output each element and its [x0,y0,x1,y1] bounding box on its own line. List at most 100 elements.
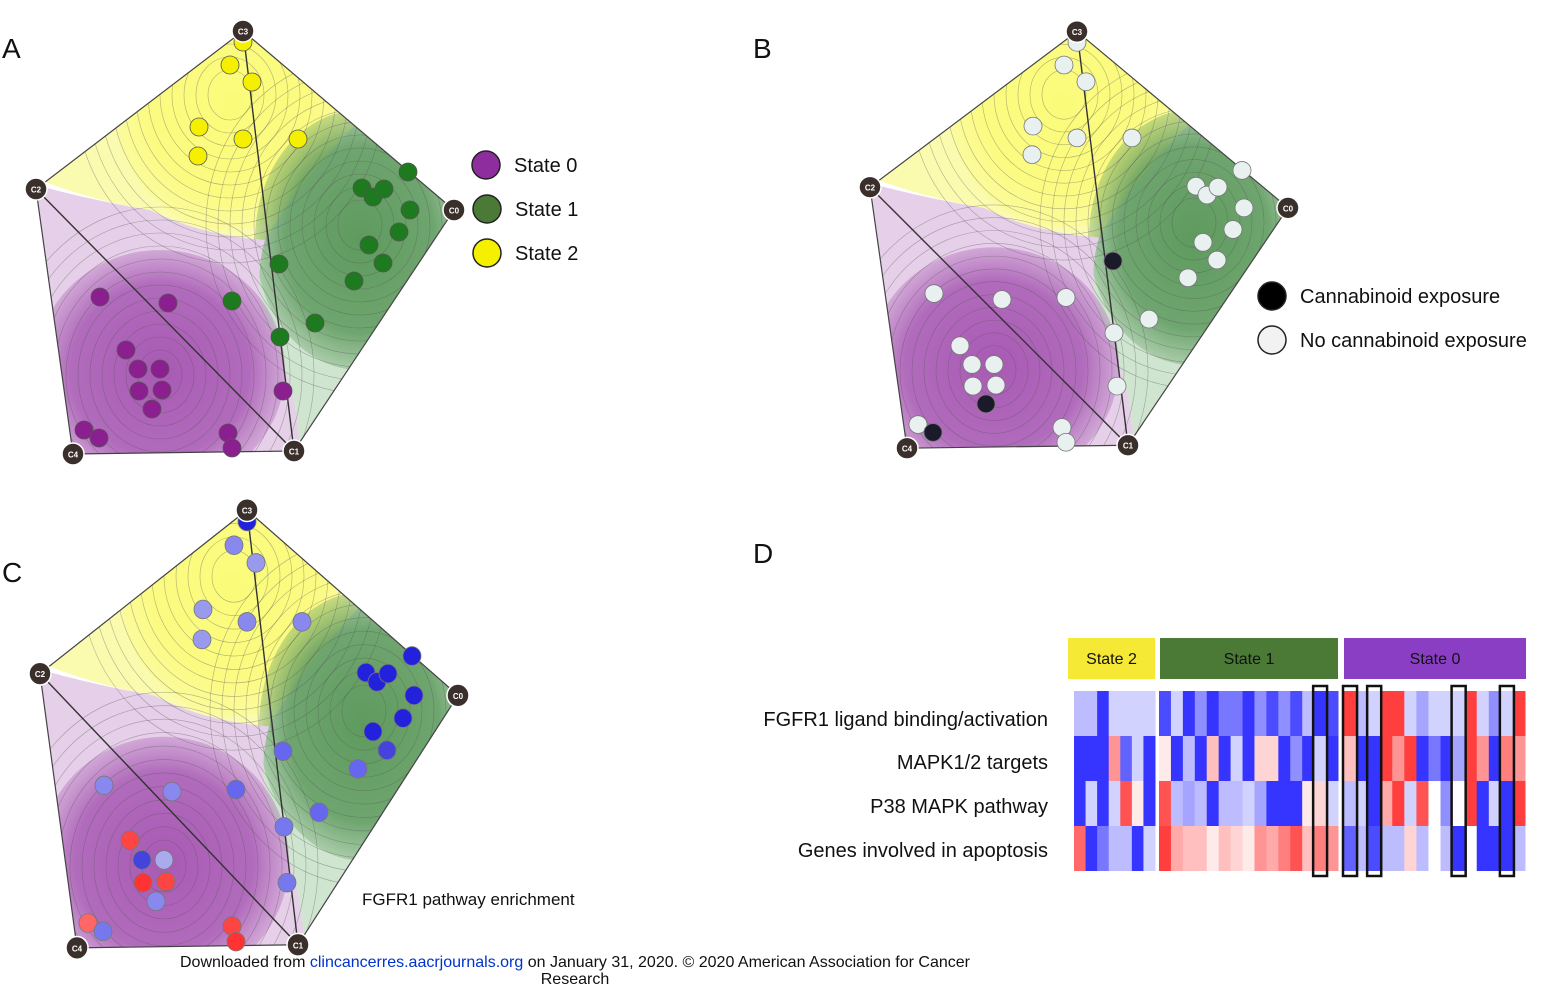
panel-a-vertex-label: C4 [68,451,79,460]
panel-c-edge-c2-c1 [39,673,299,946]
heatmap-cell [1452,826,1466,871]
panel-label-d: D [753,538,774,569]
panel-c-vertex-label: C3 [242,507,253,516]
panel-a-point [270,327,290,347]
panel-c-point [377,740,397,760]
footer-journal-link[interactable]: clincancerres.aacrjournals.org [309,954,524,971]
heatmap-cell [1159,826,1172,871]
panel-c-point [120,830,140,850]
panel-c-point [393,708,413,728]
heatmap-cell [1464,736,1478,781]
heatmap-cell [1356,826,1369,871]
panel-b-point [1022,145,1042,164]
heatmap-cell [1194,826,1208,871]
heatmap-cell [1170,691,1184,736]
heatmap-cell [1368,736,1381,781]
panel-b-point [1223,220,1243,239]
heatmap-cell [1206,781,1220,826]
panel-a-point [374,179,394,199]
heatmap-cell [1097,691,1110,736]
panel-a-point [222,438,242,458]
panel-b-vertex-label: C0 [1283,204,1294,213]
panel-a-point [89,428,109,448]
legend-state-2-swatch [472,238,502,268]
heatmap-cell [1290,781,1303,826]
heatmap-cell [1344,781,1357,826]
heatmap-group-header: State 0 [1344,638,1526,679]
heatmap-cell [1278,736,1291,781]
heatmap-cell [1368,826,1381,871]
heatmap-cell [1143,781,1156,826]
heatmap-cell [1074,736,1087,781]
heatmap-cell [1230,826,1244,871]
panel-a-point [273,381,293,401]
heatmap-cell [1230,781,1244,826]
heatmap-cell [1120,736,1133,781]
panel-b-point [1178,268,1198,288]
heatmap-cell [1242,736,1255,781]
panel-c-point [94,775,114,796]
panel-b-point [1193,233,1213,252]
panel-a-vertex-badge [231,19,255,43]
heatmap-group-label: State 0 [1410,651,1461,668]
heatmap-cell [1159,691,1172,736]
panel-b-point [950,336,970,356]
legend-state-0-label: State 0 [514,155,577,177]
panel-b-point [1054,55,1074,75]
heatmap-cell [1254,691,1267,736]
heatmap-cell [1074,826,1087,871]
heatmap-cell [1108,826,1121,871]
panel-b-point [908,415,928,434]
heatmap-cell [1356,781,1369,826]
heatmap-cell [1097,781,1110,826]
panel-b-point [1122,128,1142,148]
footer-suffix: on January 31, 2020. © 2020 American Ass… [523,954,970,971]
legend-state-1: State 1 [472,194,578,224]
panel-a-edge-c2-c1 [35,188,295,452]
heatmap-group-bar [1160,638,1338,679]
download-footer: Downloaded from clincancerres.aacrjourna… [0,954,1150,988]
panel-b-point [1103,251,1123,271]
heatmap-cell [1440,826,1454,871]
heatmap-cell [1097,826,1110,871]
heatmap-cell [1085,781,1098,826]
panel-b-point [992,290,1012,309]
panel-c-vertex-label: C4 [72,944,83,953]
legend-exposure-0: Cannabinoid exposure [1257,281,1500,311]
panel-c-point [192,629,212,650]
panel-b-vertex-badge [1116,433,1140,457]
heatmap-row-label: P38 MAPK pathway [870,796,1048,818]
panel-a-point [189,117,209,137]
panel-a-vertex-label: C2 [31,186,42,195]
panel-a-point [116,340,136,360]
heatmap-cell [1278,781,1291,826]
heatmap-cell [1380,736,1393,781]
heatmap-cell [1182,781,1196,826]
panel-b-vertex-label: C2 [865,184,876,193]
heatmap-cell [1242,691,1255,736]
panel-c-point [226,779,246,800]
heatmap-cell [1131,826,1144,871]
panel-c-point [154,850,174,870]
panel-b-point [1104,323,1124,343]
panel-a-vertex-badge [24,177,48,201]
panel-a-point [150,359,170,379]
panel-a-simplex: C0 C1 C2 C3 C4 [24,19,466,466]
heatmap-cell [1356,691,1369,736]
panel-c-point [274,817,294,837]
heatmap-cell [1302,691,1315,736]
panel-c-point [348,759,368,779]
heatmap-cell [1404,781,1417,826]
heatmap-cell [1194,691,1208,736]
heatmap-cell [1206,736,1220,781]
panel-a-vertex-label: C1 [289,448,300,457]
legend-exposure-0-label: Cannabinoid exposure [1300,286,1500,308]
heatmap-cell [1290,691,1303,736]
panel-c-point [402,646,422,666]
heatmap-cell [1254,736,1267,781]
panel-a-point [188,146,208,166]
panel-b-point [1107,376,1127,396]
heatmap-cell [1476,736,1490,781]
heatmap-cell [1428,691,1442,736]
